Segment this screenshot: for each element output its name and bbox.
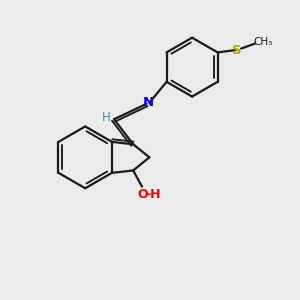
Text: N: N (143, 96, 154, 109)
Text: -H: -H (146, 188, 161, 201)
Text: CH₃: CH₃ (254, 37, 273, 47)
Text: S: S (232, 44, 242, 56)
Text: O: O (137, 188, 148, 201)
Text: H: H (101, 111, 110, 124)
